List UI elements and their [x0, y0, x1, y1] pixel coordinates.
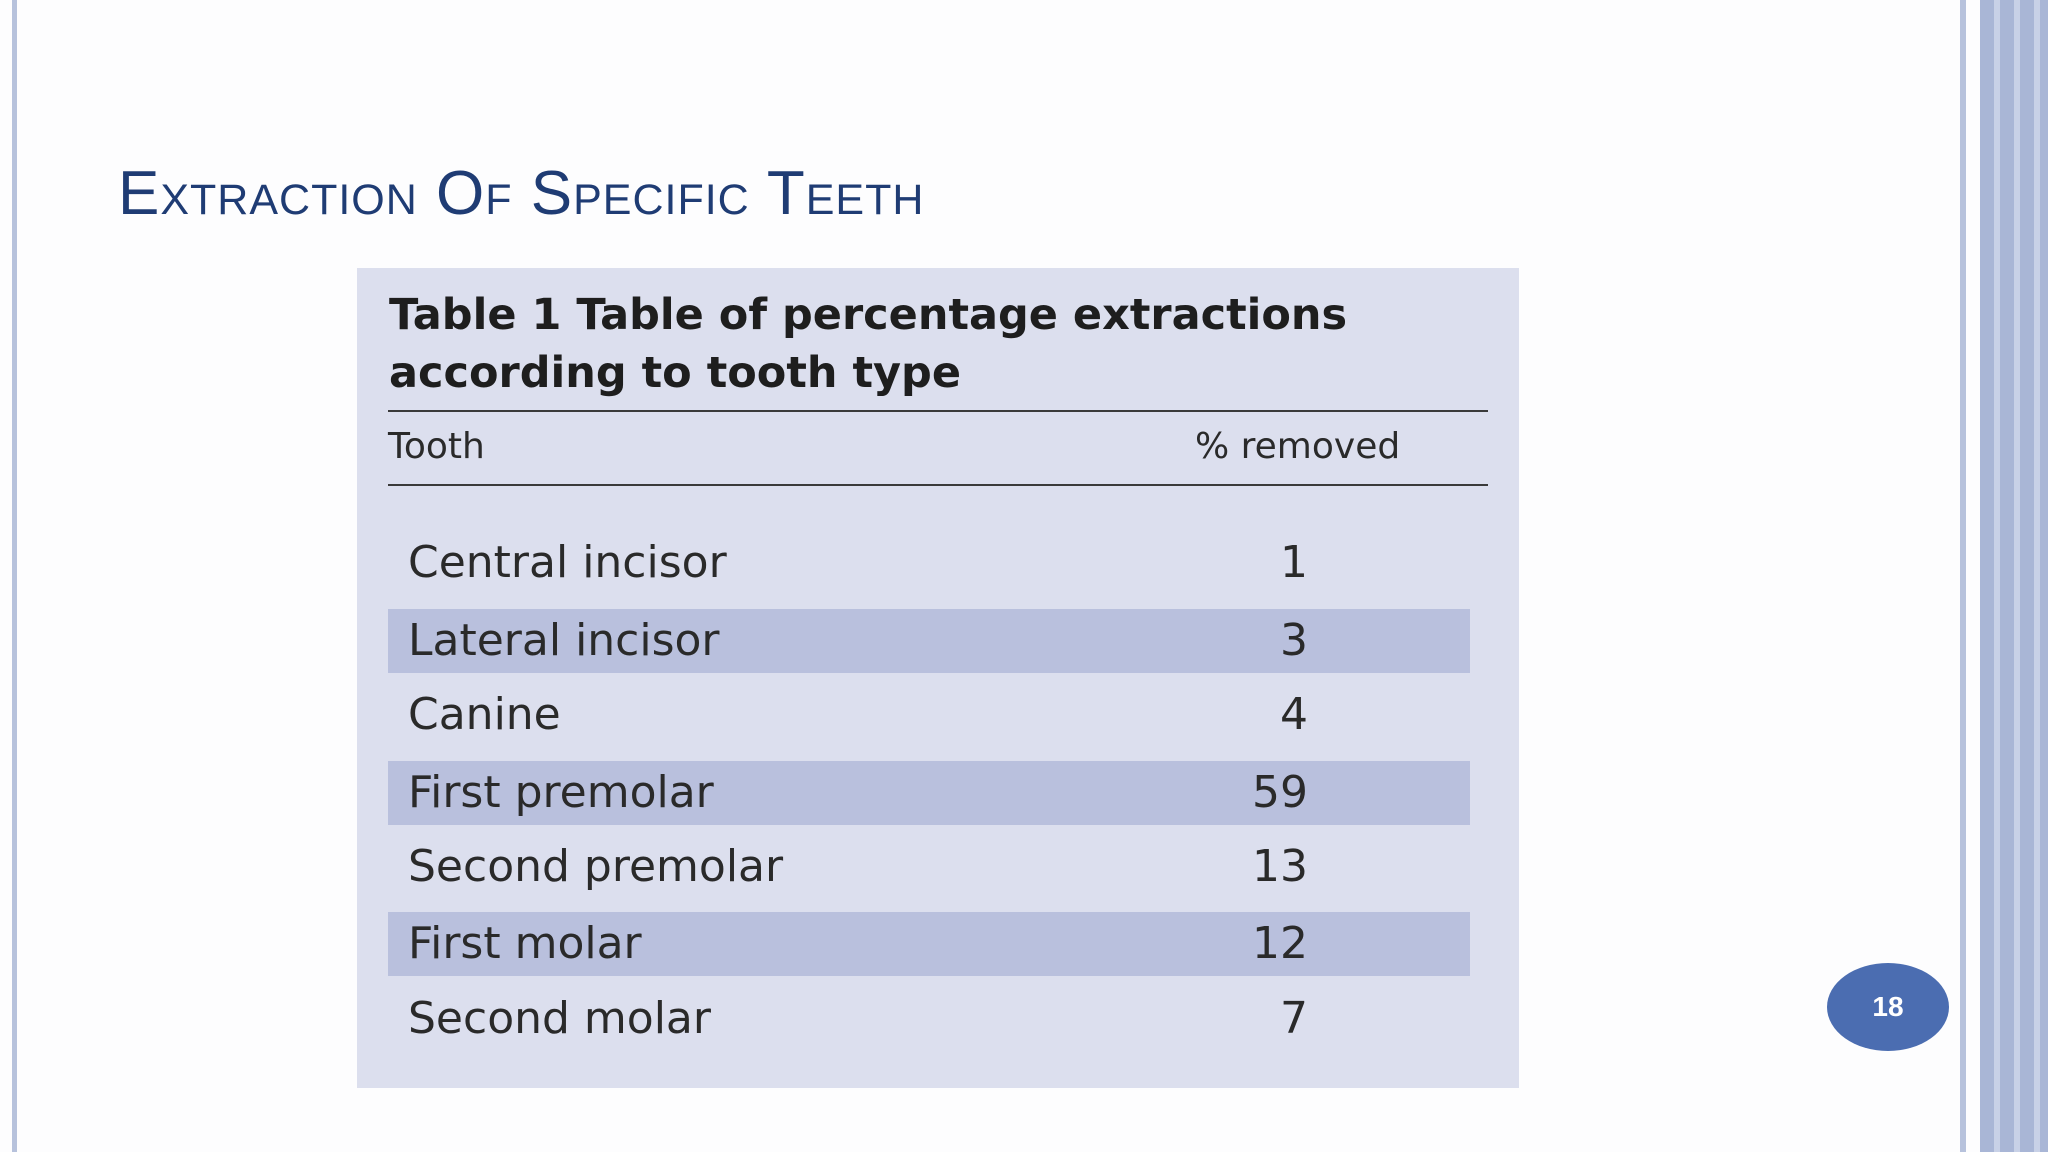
table-caption: Table 1 Table of percentage extractions …	[389, 290, 1348, 398]
tooth-name-cell: Canine	[408, 689, 561, 740]
percent-removed-cell: 12	[1252, 918, 1308, 969]
slide-title: Extraction Of Specific Teeth	[118, 159, 925, 228]
table-row: First premolar 59	[388, 761, 1470, 825]
table-top-rule	[388, 410, 1488, 412]
right-border-rule	[1960, 0, 1966, 1152]
percent-removed-cell: 7	[1280, 993, 1308, 1044]
table-row: Second premolar 13	[388, 835, 1470, 899]
left-border-rule	[12, 0, 17, 1152]
tooth-name-cell: First premolar	[408, 767, 714, 818]
table-row: Second molar 7	[388, 987, 1470, 1051]
table-row: First molar 12	[388, 912, 1470, 976]
tooth-name-cell: Second molar	[408, 993, 711, 1044]
table-header-rule	[388, 484, 1488, 486]
band-stripe	[1994, 0, 2000, 1152]
right-decorative-band	[1980, 0, 2048, 1152]
page-number-badge: 18	[1827, 963, 1949, 1051]
extraction-table-card: Table 1 Table of percentage extractions …	[357, 268, 1519, 1088]
percent-removed-cell: 1	[1280, 537, 1308, 588]
percent-removed-cell: 59	[1252, 767, 1308, 818]
percent-removed-cell: 3	[1280, 615, 1308, 666]
band-stripe	[2014, 0, 2020, 1152]
column-header-tooth: Tooth	[388, 426, 485, 467]
tooth-name-cell: First molar	[408, 918, 642, 969]
percent-removed-cell: 4	[1280, 689, 1308, 740]
column-header-percent-removed: % removed	[1195, 426, 1401, 467]
tooth-name-cell: Lateral incisor	[408, 615, 720, 666]
percent-removed-cell: 13	[1252, 841, 1308, 892]
tooth-name-cell: Central incisor	[408, 537, 727, 588]
band-stripe	[2034, 0, 2040, 1152]
tooth-name-cell: Second premolar	[408, 841, 784, 892]
table-row: Central incisor 1	[388, 531, 1470, 595]
table-row: Lateral incisor 3	[388, 609, 1470, 673]
table-row: Canine 4	[388, 683, 1470, 747]
